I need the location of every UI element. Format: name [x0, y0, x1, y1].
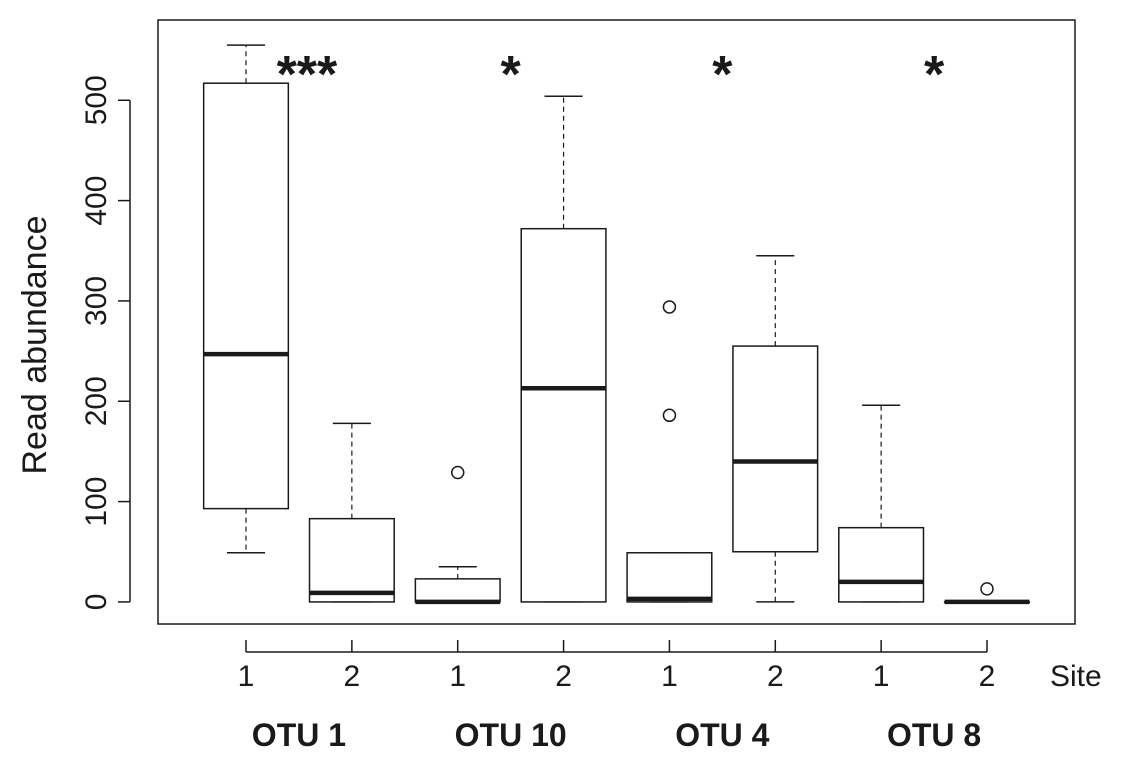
outlier-point: [450, 465, 465, 480]
boxes-layer: *** * * *: [202, 44, 1031, 605]
box-body: [414, 578, 501, 603]
box-otu-10-site-2: [520, 95, 607, 603]
y-tick-label: 200: [80, 376, 113, 426]
box-body: [838, 526, 925, 603]
site-tick-label: 2: [344, 660, 361, 693]
y-axis: 0 100 200 300 400 500: [80, 75, 131, 611]
significance-marker: ***: [277, 46, 338, 104]
y-tick-label: 400: [80, 176, 113, 226]
significance-marker: *: [924, 46, 945, 104]
site-tick-label: 1: [238, 660, 255, 693]
x-axis: 1 2 OTU 1 1 2 OTU 10 1 2 OTU 4 1 2 OTU 8: [238, 640, 996, 753]
box-body: [308, 517, 395, 603]
significance-marker: *: [712, 46, 733, 104]
site-tick-label: 1: [661, 660, 678, 693]
box-otu-8-site-2: [943, 582, 1031, 605]
y-tick-label: 300: [80, 276, 113, 326]
y-axis-title: Read abundance: [16, 215, 54, 474]
group-label: OTU 1: [252, 717, 346, 753]
outlier-point: [662, 408, 677, 423]
site-tick-label: 2: [979, 660, 996, 693]
box-otu-4-site-1: [626, 300, 713, 603]
box-otu-1-site-1: [202, 44, 290, 554]
group-label: OTU 4: [675, 717, 769, 753]
outlier-point: [662, 300, 677, 314]
y-tick-label: 500: [80, 75, 113, 125]
y-tick-label: 100: [80, 477, 113, 527]
site-tick-label: 1: [873, 660, 890, 693]
outlier-point: [980, 582, 994, 596]
box-body: [626, 552, 713, 603]
site-tick-label: 2: [555, 660, 572, 693]
y-tick-label: 0: [80, 594, 113, 611]
x-axis-site-label: Site: [1050, 660, 1102, 693]
box-otu-4-site-2: [732, 255, 819, 603]
plot-frame: [157, 19, 1076, 625]
box-otu-10-site-1: [414, 465, 501, 605]
site-tick-label: 2: [767, 660, 784, 693]
site-tick-label: 1: [449, 660, 466, 693]
group-label: OTU 8: [887, 717, 981, 753]
box-body: [520, 227, 607, 603]
group-label: OTU 10: [455, 717, 567, 753]
box-body: [732, 345, 819, 553]
significance-marker: *: [501, 46, 522, 104]
box-body: [202, 82, 290, 510]
box-otu-8-site-1: [838, 404, 925, 603]
box-otu-1-site-2: [308, 422, 395, 603]
